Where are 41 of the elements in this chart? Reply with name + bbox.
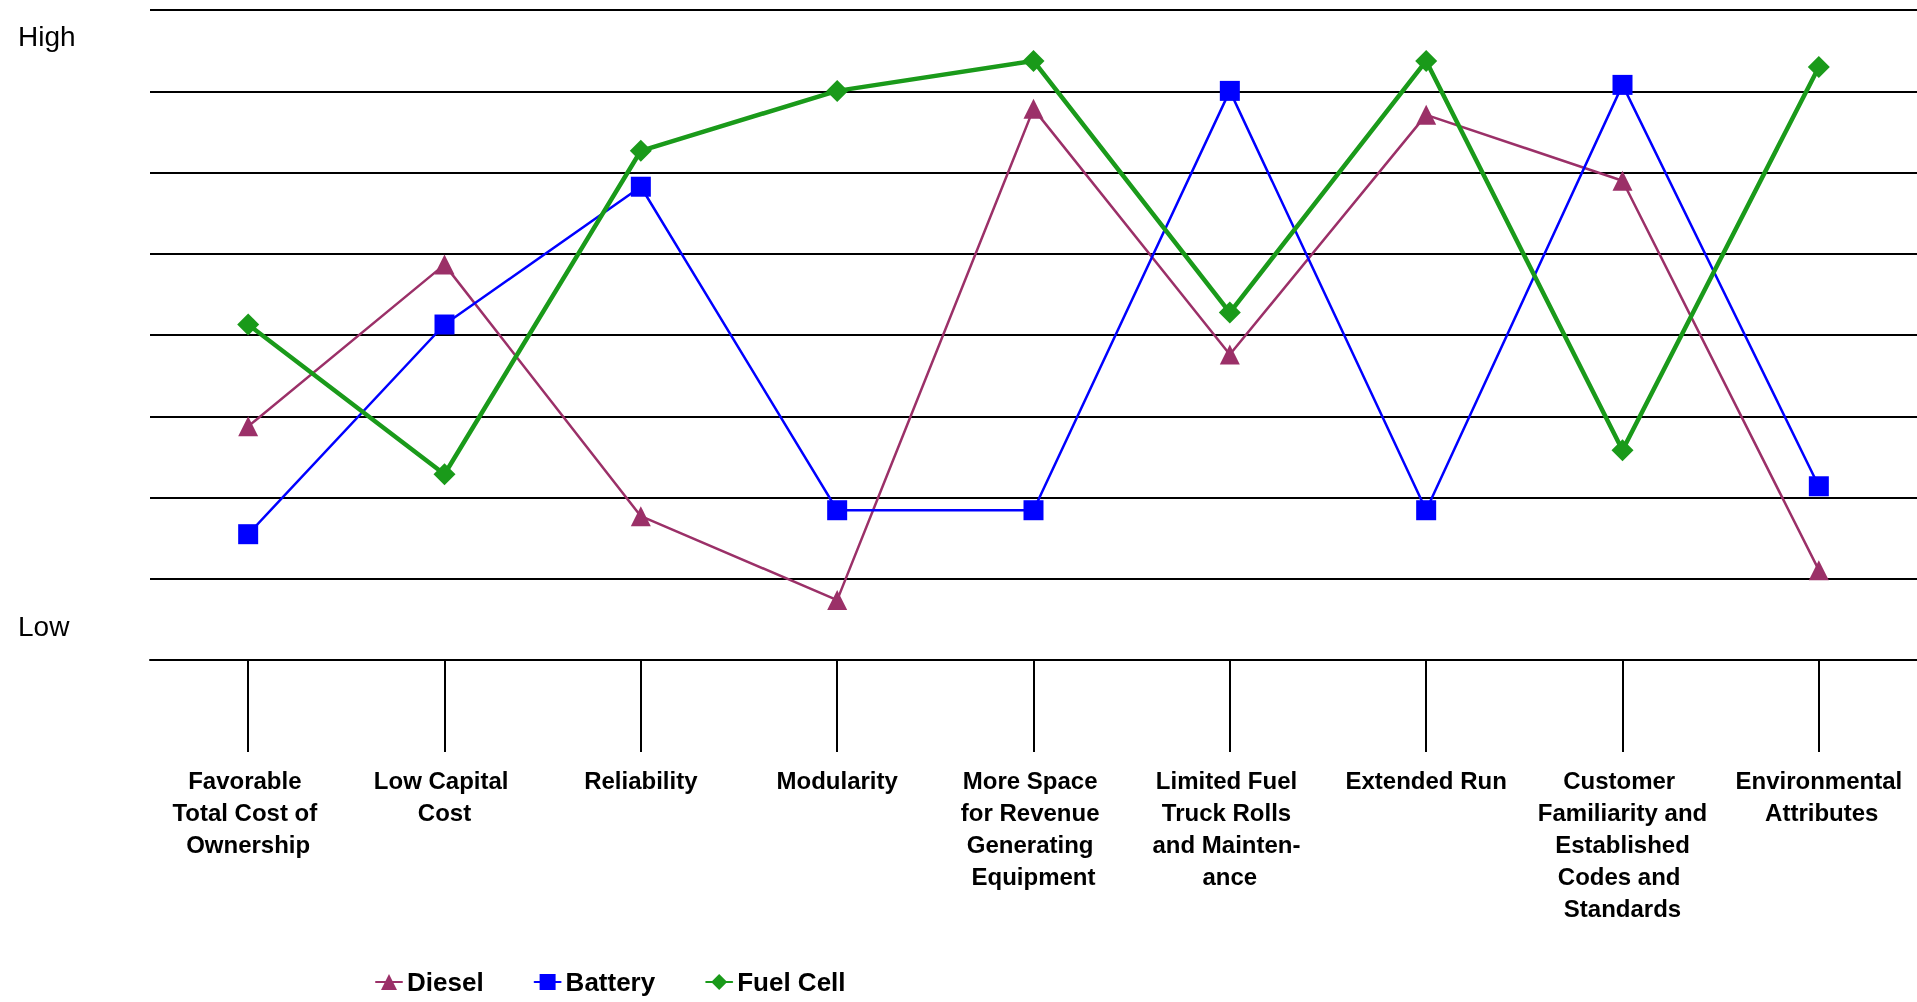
legend-label: Diesel — [407, 967, 484, 997]
point — [826, 79, 849, 102]
x-tick-label: Modularity — [776, 766, 899, 794]
point — [630, 506, 651, 527]
legend-label: Fuel Cell — [737, 967, 846, 997]
point — [1807, 55, 1830, 78]
point — [1416, 104, 1437, 125]
point — [630, 176, 651, 197]
point — [434, 254, 455, 275]
point — [434, 314, 455, 335]
x-tick-label: Extended Run — [1345, 766, 1507, 794]
point — [1219, 80, 1240, 101]
point — [1612, 74, 1633, 95]
point — [1808, 560, 1829, 581]
point — [238, 416, 259, 437]
text: Low — [18, 610, 71, 642]
x-tick-label: Low Capital Cost — [373, 766, 516, 826]
x-tick-label: Favorable Total Cost of Ownership — [172, 766, 324, 858]
point — [1022, 49, 1045, 72]
point — [827, 500, 848, 521]
x-tick-label: More Space for Revenue Generating Equipment — [960, 766, 1107, 890]
point — [827, 590, 848, 611]
point — [1808, 476, 1829, 497]
point — [1612, 170, 1633, 191]
point — [1416, 500, 1437, 521]
legend-label: Battery — [565, 967, 656, 997]
x-tick-label: Environmental Attributes — [1735, 766, 1903, 826]
point — [1611, 439, 1634, 462]
point — [1219, 344, 1240, 365]
point — [1415, 49, 1438, 72]
point — [1023, 500, 1044, 521]
point — [237, 313, 260, 336]
point — [1218, 301, 1241, 324]
text: High — [18, 20, 76, 52]
point — [238, 524, 259, 545]
x-tick-label: Limited Fuel Truck Rolls and Mainten- ance — [1152, 766, 1308, 890]
point — [1023, 98, 1044, 119]
point — [629, 139, 652, 162]
x-tick-label: Reliability — [584, 766, 699, 794]
x-tick-label: Customer Familiarity and Established Codes and Standards — [1537, 766, 1708, 922]
point — [433, 463, 456, 486]
